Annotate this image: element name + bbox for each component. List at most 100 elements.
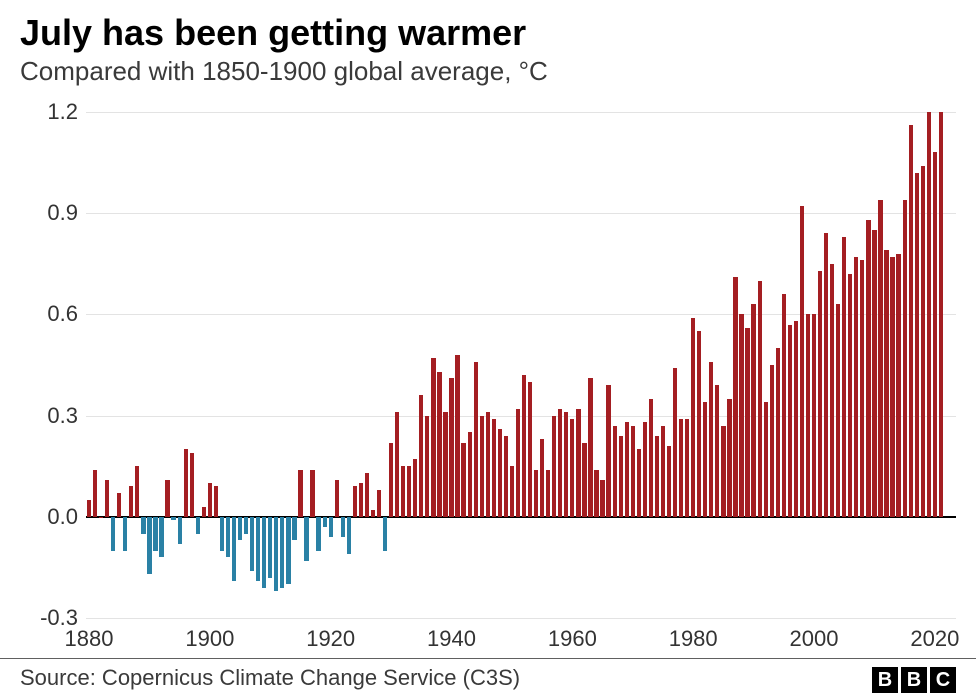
data-bar bbox=[159, 517, 163, 557]
data-bar bbox=[262, 517, 266, 588]
data-bar bbox=[697, 331, 701, 517]
data-bar bbox=[619, 436, 623, 517]
data-bar bbox=[721, 426, 725, 517]
data-bar bbox=[613, 426, 617, 517]
data-bar bbox=[153, 517, 157, 551]
data-bar bbox=[818, 271, 822, 517]
data-bar bbox=[486, 412, 490, 517]
data-bar bbox=[933, 152, 937, 516]
data-bar bbox=[347, 517, 351, 554]
x-tick-label: 2020 bbox=[910, 626, 959, 652]
data-bar bbox=[341, 517, 345, 537]
data-bar bbox=[842, 237, 846, 517]
gridline bbox=[86, 112, 956, 113]
data-bar bbox=[685, 419, 689, 517]
data-bar bbox=[359, 483, 363, 517]
x-tick-label: 2000 bbox=[790, 626, 839, 652]
data-bar bbox=[244, 517, 248, 534]
data-bar bbox=[510, 466, 514, 517]
data-bar bbox=[214, 486, 218, 516]
data-bar bbox=[310, 470, 314, 517]
data-bar bbox=[528, 382, 532, 517]
x-tick-label: 1920 bbox=[306, 626, 355, 652]
data-bar bbox=[407, 466, 411, 517]
data-bar bbox=[745, 328, 749, 517]
data-bar bbox=[141, 517, 145, 534]
data-bar bbox=[323, 517, 327, 527]
x-tick-label: 1960 bbox=[548, 626, 597, 652]
data-bar bbox=[147, 517, 151, 574]
data-bar bbox=[770, 365, 774, 517]
data-bar bbox=[389, 443, 393, 517]
data-bar bbox=[165, 480, 169, 517]
data-bar bbox=[709, 362, 713, 517]
data-bar bbox=[226, 517, 230, 557]
data-bar bbox=[884, 250, 888, 516]
data-bar bbox=[649, 399, 653, 517]
bbc-logo: BBC bbox=[872, 667, 956, 693]
data-bar bbox=[546, 470, 550, 517]
data-bar bbox=[455, 355, 459, 517]
x-tick-label: 1980 bbox=[669, 626, 718, 652]
data-bar bbox=[806, 314, 810, 516]
data-bar bbox=[824, 233, 828, 516]
data-bar bbox=[268, 517, 272, 578]
data-bar bbox=[878, 200, 882, 517]
data-bar bbox=[812, 314, 816, 516]
data-bar bbox=[631, 426, 635, 517]
data-bar bbox=[184, 449, 188, 516]
data-bar bbox=[286, 517, 290, 584]
data-bar bbox=[280, 517, 284, 588]
data-bar bbox=[661, 426, 665, 517]
data-bar bbox=[788, 325, 792, 517]
data-bar bbox=[637, 449, 641, 516]
data-bar bbox=[449, 378, 453, 516]
data-bar bbox=[751, 304, 755, 517]
data-bar bbox=[256, 517, 260, 581]
data-bar bbox=[776, 348, 780, 517]
data-bar bbox=[558, 409, 562, 517]
y-tick-label: 0.6 bbox=[18, 301, 78, 327]
data-bar bbox=[123, 517, 127, 551]
data-bar bbox=[196, 517, 200, 534]
x-tick-label: 1900 bbox=[185, 626, 234, 652]
data-bar bbox=[848, 274, 852, 517]
data-bar bbox=[298, 470, 302, 517]
data-bar bbox=[909, 125, 913, 516]
data-bar bbox=[383, 517, 387, 551]
data-bar bbox=[939, 112, 943, 517]
y-tick-label: 1.2 bbox=[18, 99, 78, 125]
data-bar bbox=[836, 304, 840, 517]
data-bar bbox=[395, 412, 399, 517]
data-bar bbox=[739, 314, 743, 516]
data-bar bbox=[594, 470, 598, 517]
data-bar bbox=[171, 517, 175, 520]
data-bar bbox=[582, 443, 586, 517]
data-bar bbox=[208, 483, 212, 517]
data-bar bbox=[87, 500, 91, 517]
data-bar bbox=[111, 517, 115, 551]
data-bar bbox=[915, 173, 919, 517]
data-bar bbox=[238, 517, 242, 541]
bbc-logo-letter: C bbox=[930, 667, 956, 693]
data-bar bbox=[105, 480, 109, 517]
gridline bbox=[86, 213, 956, 214]
data-bar bbox=[921, 166, 925, 517]
data-bar bbox=[896, 254, 900, 517]
data-bar bbox=[443, 412, 447, 517]
data-bar bbox=[564, 412, 568, 517]
data-bar bbox=[758, 281, 762, 517]
data-bar bbox=[135, 466, 139, 517]
data-bar bbox=[232, 517, 236, 581]
data-bar bbox=[830, 264, 834, 517]
data-bar bbox=[220, 517, 224, 551]
gridline bbox=[86, 618, 956, 619]
data-bar bbox=[371, 510, 375, 517]
data-bar bbox=[794, 321, 798, 517]
data-bar bbox=[425, 416, 429, 517]
data-bar bbox=[625, 422, 629, 516]
data-bar bbox=[329, 517, 333, 537]
data-bar bbox=[570, 419, 574, 517]
data-bar bbox=[691, 318, 695, 517]
data-bar bbox=[365, 473, 369, 517]
